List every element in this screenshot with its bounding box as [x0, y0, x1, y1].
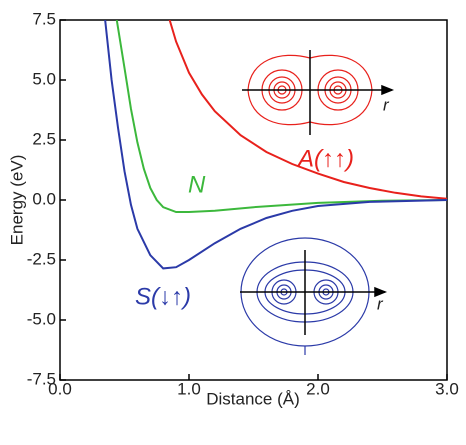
inset-red-axes: [242, 50, 395, 135]
x-tick-label: 2.0: [306, 379, 330, 398]
y-axis-label: Energy (eV): [7, 155, 26, 246]
inset-axis-label: r: [383, 95, 390, 114]
x-tick-label: 0.0: [48, 379, 72, 398]
x-axis-label: Distance (Å): [206, 389, 300, 408]
y-tick-label: -2.5: [27, 249, 56, 268]
series-line: [168, 20, 447, 200]
y-tick-label: 5.0: [32, 69, 56, 88]
y-tick-label: -7.5: [27, 369, 56, 388]
x-tick-label: 3.0: [435, 379, 459, 398]
series-label: S(↓↑): [135, 283, 191, 310]
y-tick-label: -5.0: [27, 309, 56, 328]
y-tick-label: 7.5: [32, 9, 56, 28]
y-tick-label: 0.0: [32, 189, 56, 208]
y-tick-label: 2.5: [32, 129, 56, 148]
inset-blue-axes: [240, 250, 388, 335]
series-line: [104, 20, 447, 270]
inset-axis-label: r: [377, 294, 384, 313]
series-label: A(↑↑): [296, 145, 354, 172]
series-line: [115, 20, 447, 213]
series-label: N: [188, 171, 206, 198]
x-tick-label: 1.0: [177, 379, 201, 398]
